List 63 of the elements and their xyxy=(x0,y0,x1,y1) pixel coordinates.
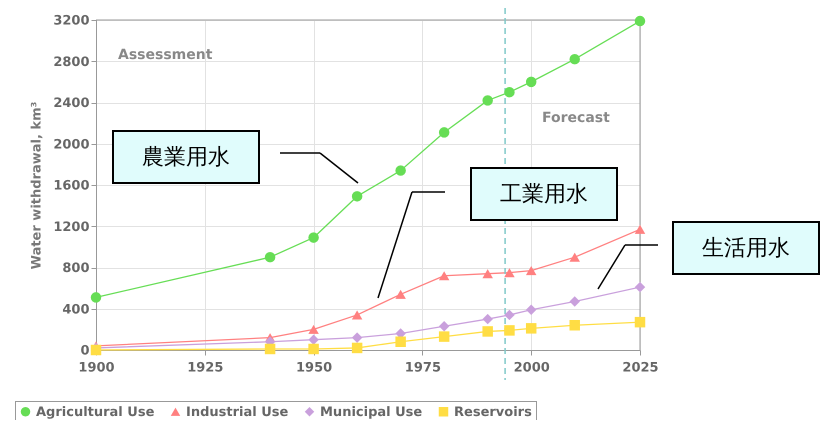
legend-label: Municipal Use xyxy=(320,404,422,420)
point xyxy=(569,320,580,330)
point xyxy=(264,252,276,262)
point xyxy=(482,95,493,106)
point xyxy=(308,232,319,243)
x-tick-label: 1900 xyxy=(78,360,115,376)
point xyxy=(352,191,362,202)
y-tick-label: 2800 xyxy=(53,54,90,70)
point xyxy=(308,324,319,334)
point xyxy=(352,310,362,320)
point xyxy=(526,76,536,88)
y-tick-label: 1200 xyxy=(53,220,90,235)
point xyxy=(504,310,515,320)
point xyxy=(438,321,450,332)
y-tick-label: 2000 xyxy=(53,137,90,152)
point xyxy=(569,252,580,262)
x-tick-label: 1975 xyxy=(404,360,441,376)
point xyxy=(504,268,515,278)
y-tick-label: 3200 xyxy=(53,14,90,28)
point xyxy=(352,342,362,354)
y-tick-label: 2400 xyxy=(53,96,90,111)
point xyxy=(504,325,515,336)
y-tick-label: 400 xyxy=(62,302,90,318)
point xyxy=(634,16,646,26)
point xyxy=(526,304,536,316)
annotation: Forecast xyxy=(542,110,610,126)
annotation: 工業用水 xyxy=(500,182,588,207)
y-tick-label: 0 xyxy=(80,344,90,358)
legend-label: Agricultural Use xyxy=(36,404,155,420)
point xyxy=(395,165,406,176)
point xyxy=(482,314,493,324)
point xyxy=(634,224,646,234)
point xyxy=(438,127,450,138)
point xyxy=(569,296,580,307)
point xyxy=(526,323,536,334)
point xyxy=(482,269,493,278)
point xyxy=(264,344,276,354)
x-tick-label: 1925 xyxy=(187,360,224,376)
y-tick-label: 800 xyxy=(62,261,90,276)
x-tick-label: 2025 xyxy=(622,360,659,376)
point xyxy=(526,266,536,276)
point xyxy=(482,326,493,337)
point xyxy=(308,344,319,354)
annotation: 農業用水 xyxy=(142,145,230,170)
point xyxy=(308,334,319,345)
y-axis-title: Water withdrawal, km³ xyxy=(29,102,44,270)
point xyxy=(634,316,646,328)
point xyxy=(90,292,102,303)
point xyxy=(395,336,406,347)
point xyxy=(569,54,580,64)
x-tick-label: 1950 xyxy=(296,360,332,376)
text: 生活用水 xyxy=(702,236,790,261)
point xyxy=(504,86,515,98)
point xyxy=(352,332,362,343)
legend-label: Reservoirs xyxy=(454,404,532,420)
point xyxy=(634,282,646,292)
y-tick-label: 1600 xyxy=(53,178,90,194)
annotation: Assessment xyxy=(118,47,213,63)
point xyxy=(438,271,450,280)
legend-label: Industrial Use xyxy=(186,404,289,420)
point xyxy=(438,331,450,342)
point xyxy=(395,290,406,299)
x-tick-label: 2000 xyxy=(514,360,550,376)
